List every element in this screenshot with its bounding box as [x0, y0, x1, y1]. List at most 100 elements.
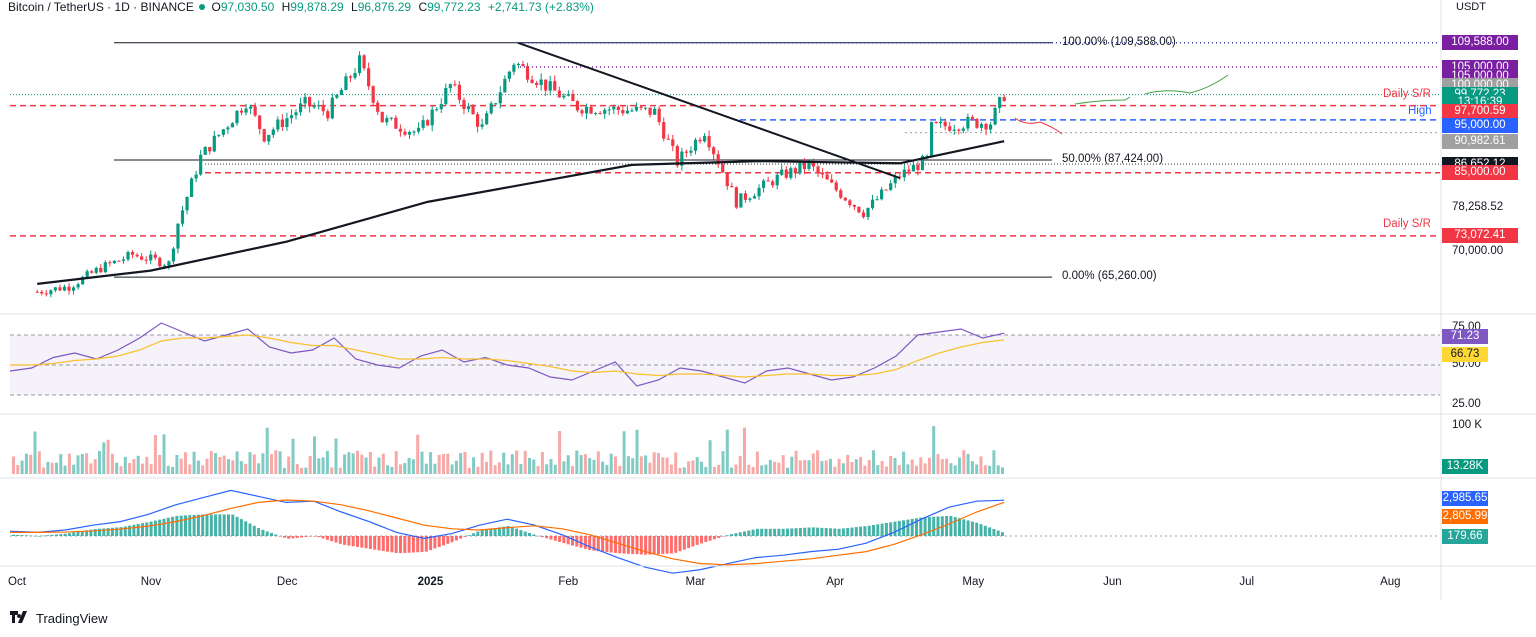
macd-histogram-bar	[184, 515, 187, 536]
volume-bar	[768, 459, 772, 474]
candle-body	[943, 121, 947, 127]
volume-bar	[566, 455, 570, 474]
volume-bar	[932, 426, 936, 474]
macd-histogram-bar	[880, 523, 884, 536]
candle-body	[448, 84, 452, 89]
macd-histogram-bar	[661, 536, 665, 554]
volume-bar	[188, 464, 192, 474]
volume-bar	[166, 465, 170, 474]
macd-histogram-bar	[205, 514, 209, 536]
candle-body	[90, 271, 94, 273]
volume-bar	[583, 454, 587, 474]
macd-histogram-bar	[975, 522, 979, 536]
volume-bar	[149, 464, 153, 474]
candle-body	[262, 129, 266, 142]
volume-bar	[669, 464, 673, 474]
candle-body	[407, 131, 412, 135]
volume-bar	[472, 457, 476, 474]
volume-bar	[175, 454, 179, 474]
candle-body	[466, 106, 471, 110]
candle-body	[244, 108, 248, 113]
volume-bar	[983, 465, 987, 474]
volume-bar	[485, 461, 488, 474]
candle-body	[498, 92, 502, 104]
volume-bar	[55, 462, 58, 474]
macd-histogram-bar	[29, 535, 33, 537]
candle-body	[952, 129, 956, 131]
volume-bar	[407, 457, 411, 474]
macd-histogram-bar	[755, 528, 759, 536]
candle-body	[939, 121, 943, 124]
macd-histogram-bar	[192, 514, 196, 536]
symbol-header[interactable]: Bitcoin / TetherUS · 1D · BINANCE O97,03…	[8, 0, 594, 16]
volume-bar	[368, 451, 372, 474]
candle-body	[811, 161, 816, 167]
currency-label[interactable]: USDT	[1456, 1, 1486, 13]
candle-body	[521, 64, 525, 67]
volume-bar	[919, 457, 923, 474]
annotation-high: High	[1408, 104, 1432, 117]
volume-bar	[682, 467, 686, 474]
volume-bar	[334, 438, 338, 474]
volume-bar	[308, 455, 312, 474]
volume-bar	[93, 459, 97, 474]
candle-body	[798, 162, 802, 174]
volume-bar	[605, 464, 609, 474]
candle-body	[666, 138, 670, 140]
macd-histogram-bar	[179, 515, 183, 536]
candle-body	[267, 134, 271, 142]
candle-body	[880, 189, 884, 200]
candle-body	[289, 115, 294, 119]
macd-signal-value-label: 2,805.99	[1442, 509, 1488, 524]
volume-bar	[265, 427, 269, 474]
candle-body	[957, 129, 961, 131]
macd-histogram-bar	[295, 536, 299, 538]
macd-histogram-bar	[214, 514, 218, 536]
macd-histogram-bar	[919, 517, 923, 536]
macd-histogram-bar	[351, 536, 355, 547]
macd-histogram-bar	[687, 536, 691, 549]
volume-bar	[523, 450, 527, 474]
candle-body	[94, 267, 98, 273]
candle-body	[657, 108, 661, 123]
candle-body	[766, 180, 770, 182]
candle-body	[612, 106, 616, 110]
candle-body	[253, 106, 257, 116]
candle-body	[421, 120, 425, 128]
volume-bar	[519, 463, 523, 474]
macd-histogram-bar	[897, 520, 901, 536]
macd-histogram-bar	[738, 532, 742, 536]
candle-body	[171, 248, 176, 262]
macd-histogram-bar	[730, 534, 734, 536]
volume-bar	[158, 454, 162, 474]
candle-body	[920, 155, 925, 171]
macd-histogram-bar	[674, 536, 678, 553]
volume-bar	[545, 464, 549, 474]
volume-bar	[476, 466, 480, 474]
candle-body	[603, 109, 607, 114]
candle-body	[303, 96, 307, 104]
price-label-0: 109,588.00	[1442, 35, 1518, 51]
volume-bar	[497, 462, 501, 474]
macd-histogram-bar	[652, 536, 656, 555]
volume-bar	[743, 427, 746, 474]
volume-bar	[257, 463, 261, 474]
volume-bar	[67, 453, 71, 474]
candle-body	[367, 68, 371, 87]
candle-body	[793, 168, 797, 174]
macd-histogram-bar	[536, 535, 540, 537]
volume-bar	[291, 438, 295, 474]
macd-histogram-bar	[166, 517, 170, 536]
volume-bar	[592, 459, 596, 474]
candle-body	[893, 176, 897, 184]
macd-histogram-bar	[162, 518, 166, 536]
symbol-name[interactable]: Bitcoin / TetherUS · 1D · BINANCE	[8, 0, 194, 14]
annotation-fib-50: 50.00% (87,424.00)	[1062, 152, 1164, 165]
volume-bar	[850, 462, 854, 474]
macd-histogram-bar	[364, 536, 368, 549]
volume-bar	[231, 460, 235, 474]
tradingview-brand[interactable]: TradingView	[10, 610, 108, 626]
macd-histogram-bar	[196, 514, 200, 536]
macd-histogram-bar	[399, 536, 402, 554]
